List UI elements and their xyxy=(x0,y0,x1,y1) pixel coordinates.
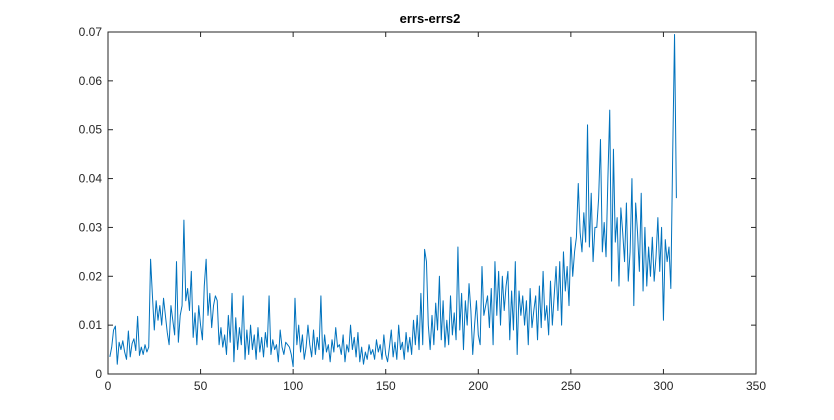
x-tick-label: 150 xyxy=(376,379,396,393)
y-axis-ticks: 0 0.01 0.02 0.03 0.04 0.05 0.06 0.07 xyxy=(79,25,756,381)
series-layer xyxy=(109,33,677,368)
x-tick-label: 100 xyxy=(283,379,303,393)
x-tick-label: 350 xyxy=(746,379,766,393)
series-line xyxy=(109,33,677,368)
x-tick-label: 0 xyxy=(105,379,112,393)
x-tick-label: 200 xyxy=(468,379,488,393)
y-tick-label: 0.07 xyxy=(79,25,103,39)
chart-title: errs-errs2 xyxy=(400,11,461,26)
y-tick-label: 0.06 xyxy=(79,74,103,88)
y-tick-label: 0 xyxy=(95,367,102,381)
x-tick-label: 250 xyxy=(561,379,581,393)
y-tick-label: 0.02 xyxy=(79,269,103,283)
y-tick-label: 0.04 xyxy=(79,172,103,186)
x-tick-label: 300 xyxy=(653,379,673,393)
y-tick-label: 0.03 xyxy=(79,220,103,234)
x-tick-label: 50 xyxy=(194,379,208,393)
x-axis-ticks: 0 50 100 150 200 250 300 350 xyxy=(105,32,766,393)
y-tick-label: 0.01 xyxy=(79,318,103,332)
y-tick-label: 0.05 xyxy=(79,123,103,137)
